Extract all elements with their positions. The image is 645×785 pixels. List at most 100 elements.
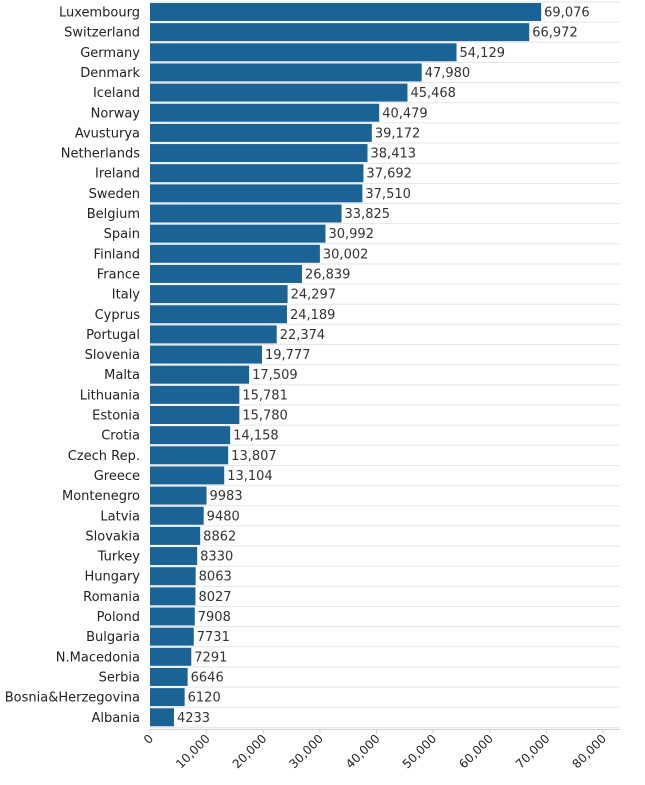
value-label: 33,825 bbox=[345, 207, 391, 222]
value-label: 66,972 bbox=[532, 26, 578, 41]
bar-portugal bbox=[150, 325, 277, 344]
value-label: 30,992 bbox=[328, 227, 374, 242]
value-label: 45,468 bbox=[410, 86, 456, 101]
bar-hungary bbox=[150, 567, 196, 586]
bar-greece bbox=[150, 466, 225, 485]
category-label: Iceland bbox=[93, 86, 140, 101]
bars bbox=[150, 3, 542, 727]
x-tick-label: 80,000 bbox=[570, 732, 610, 772]
category-label: Albania bbox=[91, 711, 140, 726]
value-label: 24,189 bbox=[290, 308, 336, 323]
value-label: 8862 bbox=[203, 529, 236, 544]
category-label: Cyprus bbox=[95, 308, 141, 323]
value-label: 7291 bbox=[194, 650, 227, 665]
bar-malta bbox=[150, 365, 250, 384]
value-label: 7908 bbox=[198, 610, 231, 625]
category-label: Netherlands bbox=[61, 147, 140, 162]
bar-bosnia-herzegovina bbox=[150, 688, 185, 707]
x-tick-label: 30,000 bbox=[286, 732, 326, 772]
category-label: Czech Rep. bbox=[68, 449, 140, 464]
bar-crotia bbox=[150, 426, 231, 445]
value-label: 39,172 bbox=[375, 126, 421, 141]
value-label: 14,158 bbox=[233, 429, 279, 444]
x-tick-label: 60,000 bbox=[456, 732, 496, 772]
category-label: Montenegro bbox=[62, 489, 140, 504]
bar-bulgaria bbox=[150, 627, 194, 646]
bar-avusturya bbox=[150, 123, 372, 142]
category-label: Germany bbox=[80, 46, 140, 61]
category-label: Lithuania bbox=[80, 388, 140, 403]
value-labels: 69,076 66,972 54,129 47,980 45,468 40,479 39,1… bbox=[177, 6, 590, 726]
value-label: 24,297 bbox=[291, 288, 337, 303]
bar-denmark bbox=[150, 63, 422, 82]
category-label: Crotia bbox=[101, 429, 140, 444]
value-label: 8330 bbox=[200, 550, 233, 565]
x-tick-label: 0 bbox=[141, 732, 156, 747]
value-label: 17,509 bbox=[252, 368, 297, 383]
bar-n-macedonia bbox=[150, 647, 192, 666]
value-label: 37,692 bbox=[366, 167, 412, 182]
category-label: Avusturya bbox=[75, 126, 140, 141]
bar-spain bbox=[150, 224, 326, 243]
bar-netherlands bbox=[150, 144, 368, 163]
category-label: Sweden bbox=[89, 187, 140, 202]
bar-estonia bbox=[150, 406, 240, 424]
bar-switzerland bbox=[150, 23, 530, 42]
category-label: Slovenia bbox=[85, 348, 140, 363]
bar-slovenia bbox=[150, 345, 262, 364]
value-label: 69,076 bbox=[544, 6, 590, 21]
value-label: 19,777 bbox=[265, 348, 311, 363]
x-axis-ticks: 0 10,000 20,000 30,000 40,000 50,000 60,000 70,… bbox=[141, 728, 620, 772]
x-tick-label: 70,000 bbox=[513, 732, 553, 772]
value-label: 13,104 bbox=[227, 469, 273, 484]
bar-cyprus bbox=[150, 305, 287, 324]
value-label: 38,413 bbox=[371, 147, 417, 162]
category-label: Hungary bbox=[84, 570, 140, 585]
bar-romania bbox=[150, 587, 196, 606]
value-label: 26,839 bbox=[305, 267, 351, 282]
category-label: Luxembourg bbox=[59, 6, 140, 21]
category-label: Slovakia bbox=[85, 529, 140, 544]
bar-montenegro bbox=[150, 486, 207, 505]
value-label: 40,479 bbox=[382, 106, 428, 121]
bar-serbia bbox=[150, 667, 188, 686]
category-label: Ireland bbox=[95, 167, 140, 182]
category-label: Estonia bbox=[92, 409, 140, 424]
category-label: Spain bbox=[104, 227, 140, 242]
bar-turkey bbox=[150, 547, 198, 566]
category-label: Finland bbox=[94, 247, 140, 262]
value-label: 47,980 bbox=[425, 66, 471, 81]
category-label: Norway bbox=[91, 106, 141, 121]
value-label: 9480 bbox=[207, 509, 240, 524]
bar-slovakia bbox=[150, 526, 201, 545]
category-label: Romania bbox=[83, 590, 140, 605]
value-label: 8027 bbox=[198, 590, 231, 605]
bar-belgium bbox=[150, 204, 342, 223]
bar-luxembourg bbox=[150, 3, 542, 21]
category-label: Denmark bbox=[80, 66, 140, 81]
bar-norway bbox=[150, 103, 380, 122]
bar-ireland bbox=[150, 164, 364, 183]
category-label: Serbia bbox=[99, 670, 140, 685]
bar-latvia bbox=[150, 506, 204, 525]
category-label: France bbox=[97, 267, 140, 282]
bar-sweden bbox=[150, 184, 363, 203]
category-label: Latvia bbox=[100, 509, 140, 524]
x-tick-label: 50,000 bbox=[400, 732, 440, 772]
category-label: Belgium bbox=[87, 207, 140, 222]
bar-germany bbox=[150, 43, 457, 62]
value-label: 15,780 bbox=[242, 409, 288, 424]
x-tick-label: 40,000 bbox=[343, 732, 383, 772]
category-labels: Luxembourg Switzerland Germany Denmark Icela… bbox=[5, 6, 141, 726]
value-label: 54,129 bbox=[460, 46, 506, 61]
category-label: Portugal bbox=[86, 328, 140, 343]
value-label: 4233 bbox=[177, 711, 210, 726]
bar-albania bbox=[150, 708, 174, 727]
value-label: 6646 bbox=[191, 670, 224, 685]
value-label: 6120 bbox=[188, 691, 221, 706]
category-label: N.Macedonia bbox=[56, 650, 140, 665]
bar-italy bbox=[150, 285, 288, 304]
x-tick-label: 10,000 bbox=[173, 732, 213, 772]
grid-lines bbox=[150, 1, 620, 728]
